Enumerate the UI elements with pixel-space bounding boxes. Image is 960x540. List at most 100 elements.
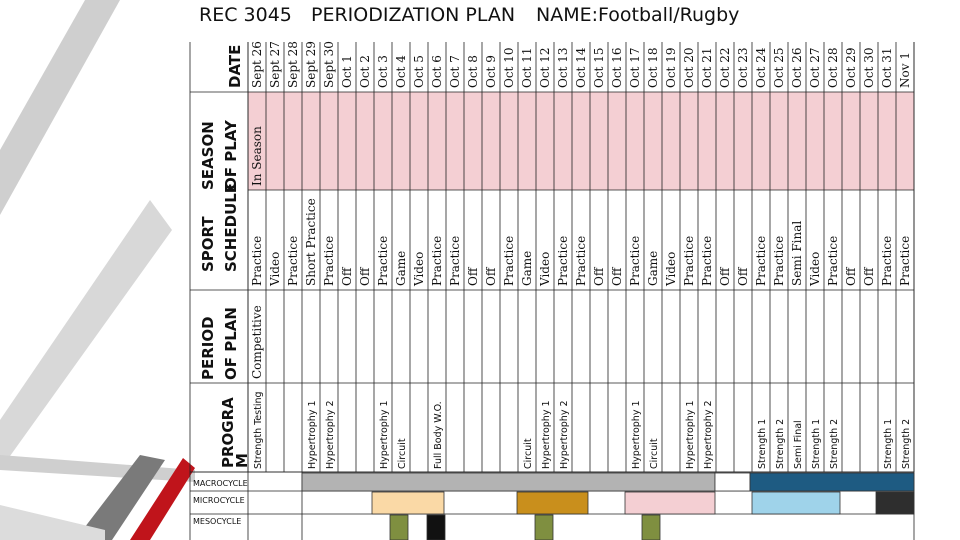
decorative-left-shapes — [0, 0, 195, 540]
date-cell: Sept 27 — [268, 41, 282, 88]
date-cell: Oct 20 — [682, 48, 696, 88]
program-cell: Circuit — [649, 438, 660, 469]
program-cell: Strength Testing — [253, 391, 264, 469]
sport-schedule-cell: Video — [412, 252, 426, 287]
plan-title: PERIODIZATION PLAN — [311, 4, 516, 26]
program-cell: Hypertrophy 1 — [379, 400, 390, 469]
plan-name: NAME:Football/Rugby — [536, 4, 740, 26]
program-cell: Hypertrophy 1 — [541, 400, 552, 469]
sport-schedule-cell: Game — [520, 251, 534, 286]
sport-schedule-cell: Practice — [556, 236, 570, 286]
date-cell: Oct 14 — [574, 47, 588, 88]
sport-schedule-cell: Off — [466, 266, 480, 286]
cycle-label-macrocycle: MACROCYCLE — [193, 479, 248, 488]
program-cell: Strength 1 — [757, 419, 768, 469]
sport-schedule-cell: Video — [808, 252, 822, 287]
sport-schedule-cell: Practice — [826, 236, 840, 286]
season-cell: In Season — [250, 126, 264, 186]
header-period-line2: OF PLAN — [222, 307, 240, 380]
program-cell: Circuit — [397, 438, 408, 469]
date-cell: Sept 29 — [304, 41, 318, 88]
program-cell: Hypertrophy 1 — [685, 400, 696, 469]
sport-schedule-cell: Practice — [898, 236, 912, 286]
program-cell: Strength 2 — [829, 419, 840, 469]
sport-schedule-cell: Off — [844, 266, 858, 286]
date-cell: Oct 7 — [448, 55, 462, 88]
date-cell: Oct 3 — [376, 55, 390, 88]
sport-schedule-cell: Practice — [430, 236, 444, 286]
date-cell: Oct 16 — [610, 48, 624, 88]
sport-schedule-cell: Practice — [286, 236, 300, 286]
program-cell: Strength 2 — [775, 419, 786, 469]
sport-schedule-cell: Practice — [448, 236, 462, 286]
date-cell: Oct 12 — [538, 48, 552, 88]
sport-schedule-cell: Video — [538, 252, 552, 287]
header-sport-line2: SCHEDULE — [222, 183, 240, 272]
sport-schedule-cell: Video — [664, 252, 678, 287]
sport-schedule-cell: Practice — [322, 236, 336, 286]
microcycle-bar-2 — [516, 491, 589, 515]
date-cell: Oct 13 — [556, 48, 570, 88]
period-cell: Competitive — [250, 305, 264, 379]
mesocycle-bar-4 — [641, 514, 661, 540]
microcycle-bar-4 — [751, 491, 841, 515]
program-cell: Strength 2 — [901, 419, 912, 469]
date-cell: Oct 15 — [592, 48, 606, 88]
mesocycle-bar-3 — [534, 514, 554, 540]
date-cell: Oct 30 — [862, 48, 876, 88]
sport-schedule-cell: Practice — [250, 236, 264, 286]
sport-schedule-cell: Off — [718, 266, 732, 286]
program-cell: Strength 1 — [883, 419, 894, 469]
date-cell: Nov 1 — [898, 52, 912, 88]
microcycle-bar-1 — [371, 491, 445, 515]
program-cell: Hypertrophy 1 — [307, 400, 318, 469]
macrocycle-bar-blank — [714, 472, 751, 492]
header-date: DATE — [226, 45, 244, 88]
cycle-label-microcycle: MICROCYCLE — [193, 496, 245, 505]
date-cell: Oct 1 — [340, 55, 354, 88]
program-cell: Hypertrophy 1 — [631, 400, 642, 469]
header-season: SEASON — [199, 121, 217, 190]
sport-schedule-cell: Practice — [502, 236, 516, 286]
sport-schedule-cell: Off — [484, 266, 498, 286]
date-cell: Oct 24 — [754, 47, 768, 88]
header-program-line2: M — [233, 453, 251, 468]
header-season-line2: OF PLAY — [222, 119, 240, 190]
mesocycle-bar-2 — [426, 514, 446, 540]
program-cell: Semi Final — [793, 420, 804, 469]
date-cell: Oct 17 — [628, 48, 642, 88]
macrocycle-bar-2 — [749, 472, 915, 492]
macrocycle-bar-1 — [301, 472, 716, 492]
sport-schedule-cell: Practice — [682, 236, 696, 286]
sport-schedule-cell: Off — [340, 266, 354, 286]
course-code: REC 3045 — [199, 4, 292, 26]
date-cell: Oct 18 — [646, 48, 660, 88]
date-cell: Oct 22 — [718, 48, 732, 88]
sport-schedule-cell: Game — [646, 251, 660, 286]
date-cell: Oct 10 — [502, 48, 516, 88]
program-cell: Full Body W.O. — [433, 401, 444, 469]
date-cell: Oct 9 — [484, 55, 498, 88]
sport-schedule-cell: Practice — [700, 236, 714, 286]
microcycle-bar-3 — [624, 491, 716, 515]
date-cell: Oct 11 — [520, 48, 534, 88]
sport-schedule-cell: Practice — [754, 236, 768, 286]
season-shading — [248, 92, 914, 190]
sport-schedule-cell: Practice — [880, 236, 894, 286]
date-cell: Oct 28 — [826, 48, 840, 88]
date-cell: Oct 29 — [844, 48, 858, 88]
date-cell: Oct 23 — [736, 48, 750, 88]
program-cell: Hypertrophy 2 — [325, 400, 336, 469]
sport-schedule-cell: Practice — [376, 236, 390, 286]
header-program: PROGRA — [219, 397, 237, 468]
sport-schedule-cell: Off — [592, 266, 606, 286]
date-cell: Oct 2 — [358, 55, 372, 88]
date-cell: Sept 28 — [286, 41, 300, 88]
program-cell: Strength 1 — [811, 419, 822, 469]
sport-schedule-cell: Off — [610, 266, 624, 286]
mesocycle-bar-1 — [389, 514, 409, 540]
date-cell: Oct 6 — [430, 55, 444, 88]
date-cell: Oct 25 — [772, 48, 786, 88]
date-cell: Oct 19 — [664, 48, 678, 88]
